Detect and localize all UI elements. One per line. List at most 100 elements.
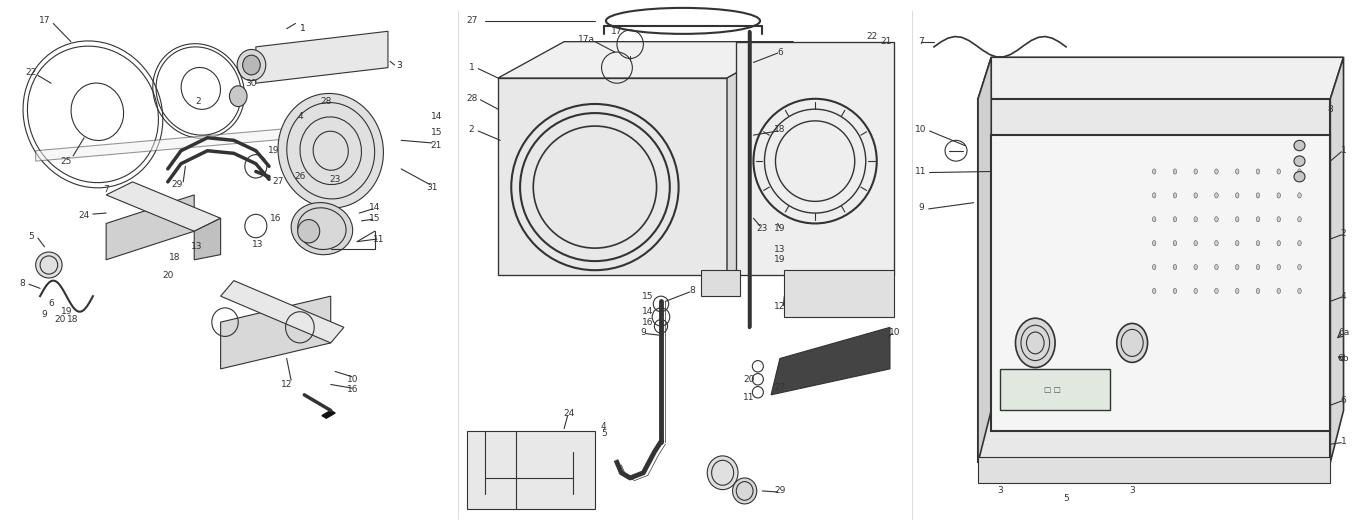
Polygon shape — [221, 280, 344, 343]
Ellipse shape — [36, 252, 61, 278]
Polygon shape — [736, 42, 895, 276]
Text: 6: 6 — [1340, 395, 1347, 404]
Ellipse shape — [1194, 193, 1198, 198]
Text: 16: 16 — [270, 214, 281, 223]
Ellipse shape — [1153, 241, 1156, 246]
Text: 10: 10 — [347, 375, 358, 384]
Text: 30: 30 — [246, 79, 257, 87]
Ellipse shape — [1173, 217, 1176, 222]
Ellipse shape — [1235, 288, 1239, 294]
Text: 13: 13 — [253, 240, 264, 249]
Text: 20: 20 — [55, 315, 66, 324]
Ellipse shape — [279, 93, 384, 208]
Text: 28: 28 — [321, 97, 332, 106]
Text: 27: 27 — [466, 16, 477, 25]
Polygon shape — [978, 457, 1330, 483]
Text: 21: 21 — [430, 141, 443, 150]
Text: 24: 24 — [563, 409, 574, 418]
Text: 16: 16 — [642, 317, 653, 326]
Text: 14: 14 — [430, 112, 443, 121]
Ellipse shape — [1153, 264, 1156, 270]
Polygon shape — [221, 296, 331, 369]
Ellipse shape — [1257, 264, 1259, 270]
Ellipse shape — [1277, 264, 1280, 270]
Text: 22: 22 — [867, 32, 878, 41]
Text: 2: 2 — [195, 97, 201, 106]
Polygon shape — [784, 270, 895, 317]
Text: 6: 6 — [777, 48, 783, 57]
Text: 20: 20 — [743, 375, 755, 384]
Text: 8: 8 — [1328, 105, 1333, 113]
Ellipse shape — [1257, 241, 1259, 246]
Text: 18: 18 — [67, 315, 79, 324]
Ellipse shape — [1298, 264, 1302, 270]
Ellipse shape — [1214, 217, 1218, 222]
Text: 15: 15 — [369, 214, 381, 223]
Text: 17: 17 — [611, 27, 623, 36]
Ellipse shape — [1298, 217, 1302, 222]
Text: 13: 13 — [191, 242, 202, 251]
Ellipse shape — [1235, 217, 1239, 222]
Ellipse shape — [1235, 241, 1239, 246]
Ellipse shape — [1277, 217, 1280, 222]
Ellipse shape — [1173, 288, 1176, 294]
Text: 12: 12 — [281, 380, 292, 389]
Text: 15: 15 — [642, 292, 653, 301]
Text: 1: 1 — [1340, 437, 1347, 446]
Ellipse shape — [1153, 217, 1156, 222]
Text: 10: 10 — [889, 328, 900, 337]
Text: 18: 18 — [775, 126, 785, 135]
Text: 2: 2 — [1340, 229, 1347, 239]
Text: 17: 17 — [38, 16, 51, 25]
Ellipse shape — [1235, 169, 1239, 174]
Ellipse shape — [1294, 140, 1305, 151]
Ellipse shape — [1277, 193, 1280, 198]
Ellipse shape — [1235, 264, 1239, 270]
Ellipse shape — [1214, 264, 1218, 270]
Ellipse shape — [1214, 241, 1218, 246]
Text: 1: 1 — [1340, 146, 1347, 155]
Ellipse shape — [1277, 241, 1280, 246]
Ellipse shape — [1117, 323, 1147, 363]
Text: 27: 27 — [775, 383, 785, 392]
Ellipse shape — [1257, 217, 1259, 222]
Ellipse shape — [1214, 288, 1218, 294]
Polygon shape — [992, 135, 1330, 431]
Text: 19: 19 — [775, 255, 785, 264]
Text: 3: 3 — [1130, 487, 1135, 496]
Text: 21: 21 — [880, 37, 891, 46]
Ellipse shape — [1153, 169, 1156, 174]
Polygon shape — [499, 42, 794, 78]
Text: 12: 12 — [775, 302, 785, 311]
Ellipse shape — [229, 86, 247, 107]
Text: 19: 19 — [775, 224, 785, 233]
Polygon shape — [499, 140, 881, 176]
Ellipse shape — [1194, 241, 1198, 246]
Text: 11: 11 — [373, 235, 385, 243]
Text: 15: 15 — [430, 128, 443, 137]
Ellipse shape — [1235, 193, 1239, 198]
Text: 1: 1 — [301, 24, 306, 33]
Polygon shape — [1330, 57, 1344, 462]
Ellipse shape — [238, 49, 266, 81]
Polygon shape — [36, 125, 331, 161]
Text: 14: 14 — [369, 204, 381, 213]
Text: 10: 10 — [915, 126, 926, 135]
Ellipse shape — [1277, 169, 1280, 174]
Ellipse shape — [243, 55, 261, 75]
Polygon shape — [107, 195, 194, 260]
Text: 5: 5 — [29, 232, 34, 241]
Text: 9: 9 — [41, 310, 48, 319]
Text: 8: 8 — [19, 279, 26, 288]
Text: 2: 2 — [469, 126, 474, 135]
Ellipse shape — [298, 219, 320, 243]
Polygon shape — [499, 78, 727, 276]
Polygon shape — [978, 57, 992, 462]
Ellipse shape — [1298, 193, 1302, 198]
Text: 20: 20 — [163, 271, 173, 280]
Text: 25: 25 — [61, 157, 72, 165]
Text: 4: 4 — [601, 421, 607, 430]
Text: 18: 18 — [168, 253, 180, 262]
Ellipse shape — [1173, 241, 1176, 246]
Polygon shape — [1000, 369, 1111, 410]
